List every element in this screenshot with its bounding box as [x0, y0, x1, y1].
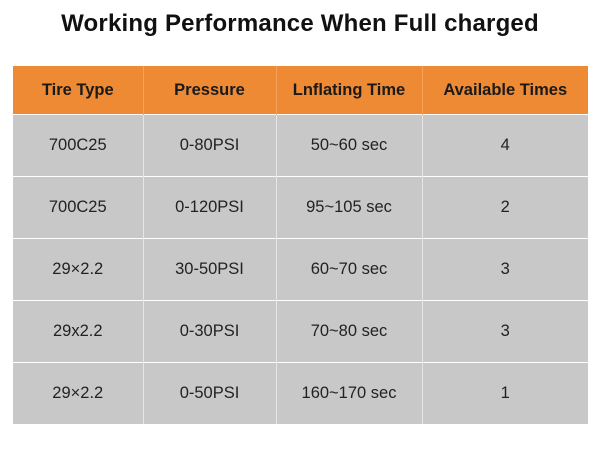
- cell-tire-type: 29×2.2: [13, 362, 143, 424]
- table-row: 29×2.2 30-50PSI 60~70 sec 3: [13, 238, 588, 301]
- cell-available-times: 1: [421, 362, 588, 424]
- cell-available-times: 2: [421, 176, 588, 239]
- cell-tire-type: 29×2.2: [13, 238, 143, 301]
- header-available-times: Available Times: [421, 66, 588, 115]
- table-row: 700C25 0-80PSI 50~60 sec 4: [13, 114, 588, 177]
- header-pressure: Pressure: [142, 66, 276, 115]
- table-row: 29x2.2 0-30PSI 70~80 sec 3: [13, 300, 588, 363]
- cell-tire-type: 700C25: [13, 176, 143, 239]
- cell-inflating-time: 50~60 sec: [275, 114, 422, 177]
- cell-inflating-time: 160~170 sec: [275, 362, 422, 424]
- table-row: 700C25 0-120PSI 95~105 sec 2: [13, 176, 588, 239]
- cell-available-times: 3: [421, 300, 588, 363]
- cell-pressure: 0-120PSI: [142, 176, 276, 239]
- header-inflating-time: Lnflating Time: [275, 66, 422, 115]
- table-row: 29×2.2 0-50PSI 160~170 sec 1: [13, 362, 588, 424]
- cell-inflating-time: 95~105 sec: [275, 176, 422, 239]
- cell-tire-type: 29x2.2: [13, 300, 143, 363]
- cell-inflating-time: 60~70 sec: [275, 238, 422, 301]
- header-tire-type: Tire Type: [13, 66, 143, 115]
- cell-pressure: 30-50PSI: [142, 238, 276, 301]
- cell-pressure: 0-80PSI: [142, 114, 276, 177]
- page-title: Working Performance When Full charged: [61, 10, 539, 37]
- cell-inflating-time: 70~80 sec: [275, 300, 422, 363]
- performance-table: Tire Type Pressure Lnflating Time Availa…: [13, 66, 588, 424]
- cell-tire-type: 700C25: [13, 114, 143, 177]
- table-header-row: Tire Type Pressure Lnflating Time Availa…: [13, 66, 588, 115]
- cell-available-times: 4: [421, 114, 588, 177]
- cell-pressure: 0-30PSI: [142, 300, 276, 363]
- cell-pressure: 0-50PSI: [142, 362, 276, 424]
- cell-available-times: 3: [421, 238, 588, 301]
